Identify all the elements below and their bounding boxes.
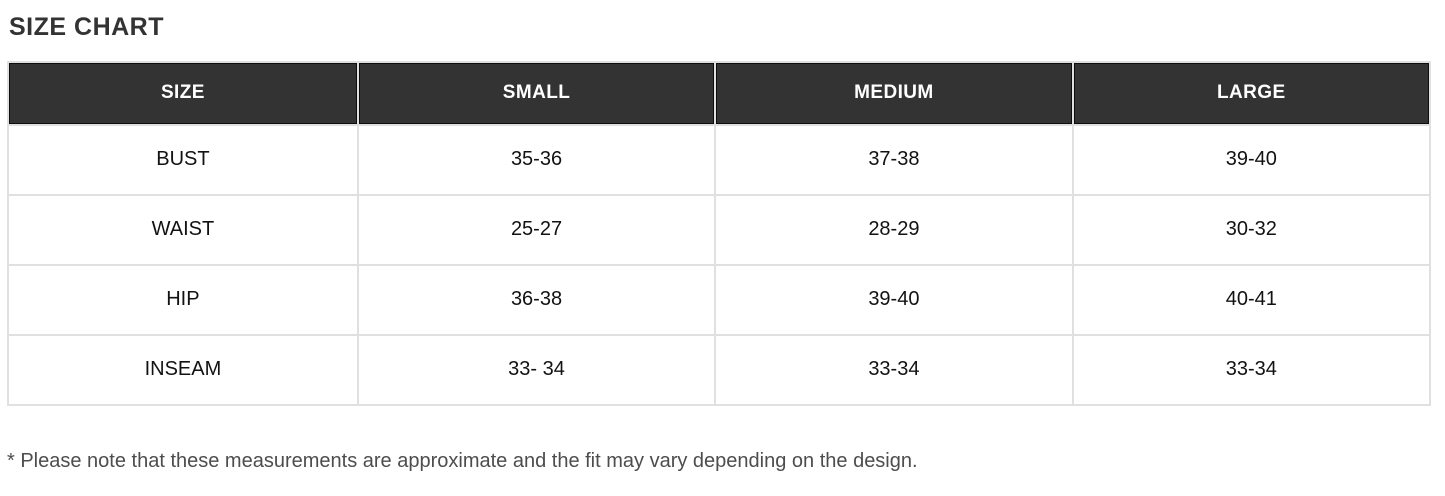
table-row-waist: WAIST 25-27 28-29 30-32	[7, 193, 1432, 266]
bust-large-value: 39-40	[1071, 123, 1432, 196]
inseam-large-value: 33-34	[1071, 333, 1432, 406]
inseam-medium-value: 33-34	[714, 333, 1074, 406]
row-label-hip: HIP	[7, 263, 359, 336]
bust-medium-value: 37-38	[714, 123, 1074, 196]
row-label-bust: BUST	[7, 123, 359, 196]
column-header-small: SMALL	[356, 60, 717, 126]
measurement-disclaimer-note: * Please note that these measurements ar…	[7, 449, 918, 472]
waist-small-value: 25-27	[356, 193, 717, 266]
row-label-inseam: INSEAM	[7, 333, 359, 406]
table-row-hip: HIP 36-38 39-40 40-41	[7, 263, 1432, 336]
hip-small-value: 36-38	[356, 263, 717, 336]
waist-medium-value: 28-29	[714, 193, 1074, 266]
table-row-inseam: INSEAM 33- 34 33-34 33-34	[7, 333, 1432, 406]
column-header-medium: MEDIUM	[714, 60, 1074, 126]
column-header-large: LARGE	[1071, 60, 1432, 126]
size-chart-table: SIZE SMALL MEDIUM LARGE BUST 35-36 37-38…	[7, 60, 1432, 406]
column-header-size: SIZE	[7, 60, 359, 126]
table-row-bust: BUST 35-36 37-38 39-40	[7, 123, 1432, 196]
waist-large-value: 30-32	[1071, 193, 1432, 266]
bust-small-value: 35-36	[356, 123, 717, 196]
hip-large-value: 40-41	[1071, 263, 1432, 336]
hip-medium-value: 39-40	[714, 263, 1074, 336]
page-title: SIZE CHART	[9, 13, 164, 41]
row-label-waist: WAIST	[7, 193, 359, 266]
table-header-row: SIZE SMALL MEDIUM LARGE	[7, 60, 1432, 126]
inseam-small-value: 33- 34	[356, 333, 717, 406]
